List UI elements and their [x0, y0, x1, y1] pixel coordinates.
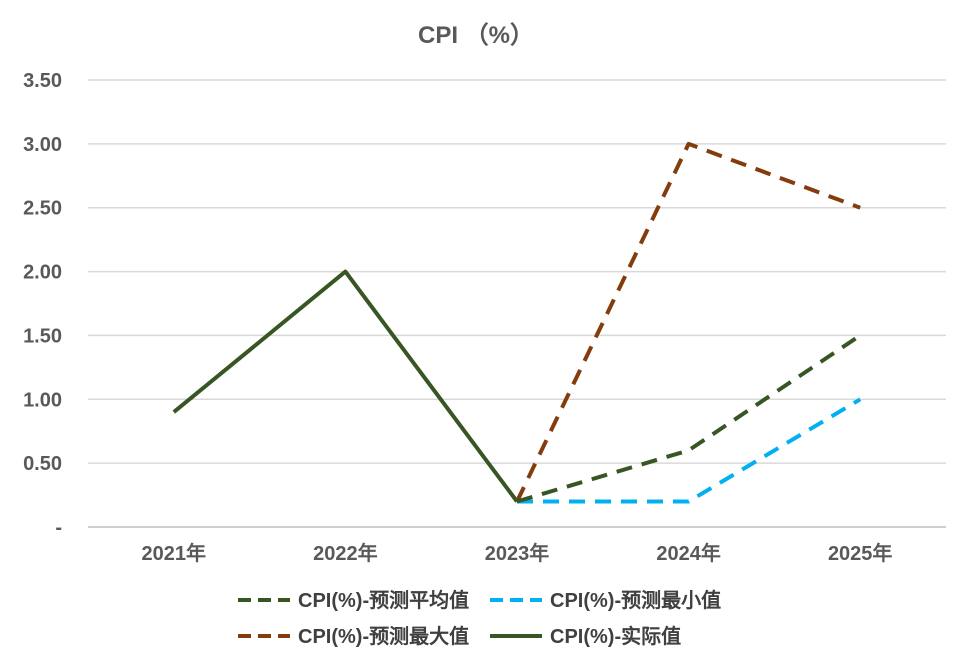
axes: - 0.50 1.00 1.50 2.00 2.50 3.00 3.50 2021年 2022年 2…: [23, 70, 946, 565]
x-tick-label: 2024年: [656, 541, 721, 565]
x-tick-label: 2023年: [485, 541, 550, 565]
chart-title: CPI （%）: [418, 22, 534, 49]
legend-label: CPI(%)-实际值: [550, 624, 681, 648]
x-tick-label: 2022年: [313, 541, 378, 565]
legend: CPI(%)-预测平均值 CPI(%)-预测最小值 CPI(%)-预测最大值 CPI(…: [238, 588, 721, 648]
legend-label: CPI(%)-预测平均值: [298, 588, 469, 612]
legend-item: CPI(%)-预测平均值: [238, 588, 469, 612]
y-tick-label: 0.50: [23, 453, 62, 475]
legend-label: CPI(%)-预测最大值: [298, 624, 469, 648]
legend-item: CPI(%)-预测最小值: [490, 588, 721, 612]
series-line-1: [517, 397, 862, 504]
series-line-0: [516, 333, 862, 504]
y-tick-label: 2.00: [23, 262, 62, 284]
x-tick-label: 2025年: [828, 541, 893, 565]
x-tick-label: 2021年: [142, 541, 207, 565]
legend-item: CPI(%)-实际值: [490, 624, 681, 648]
y-tick-label: -: [55, 517, 62, 539]
y-tick-label: 3.00: [23, 134, 62, 156]
series-line-2: [515, 141, 861, 503]
series-line-3: [172, 269, 519, 503]
legend-item: CPI(%)-预测最大值: [238, 624, 469, 648]
legend-label: CPI(%)-预测最小值: [550, 588, 721, 612]
y-tick-label: 1.00: [23, 389, 62, 411]
series-lines: [172, 141, 862, 504]
gridlines: [88, 79, 946, 464]
y-tick-label: 3.50: [23, 70, 62, 92]
y-tick-label: 1.50: [23, 325, 62, 347]
y-tick-label: 2.50: [23, 198, 62, 220]
